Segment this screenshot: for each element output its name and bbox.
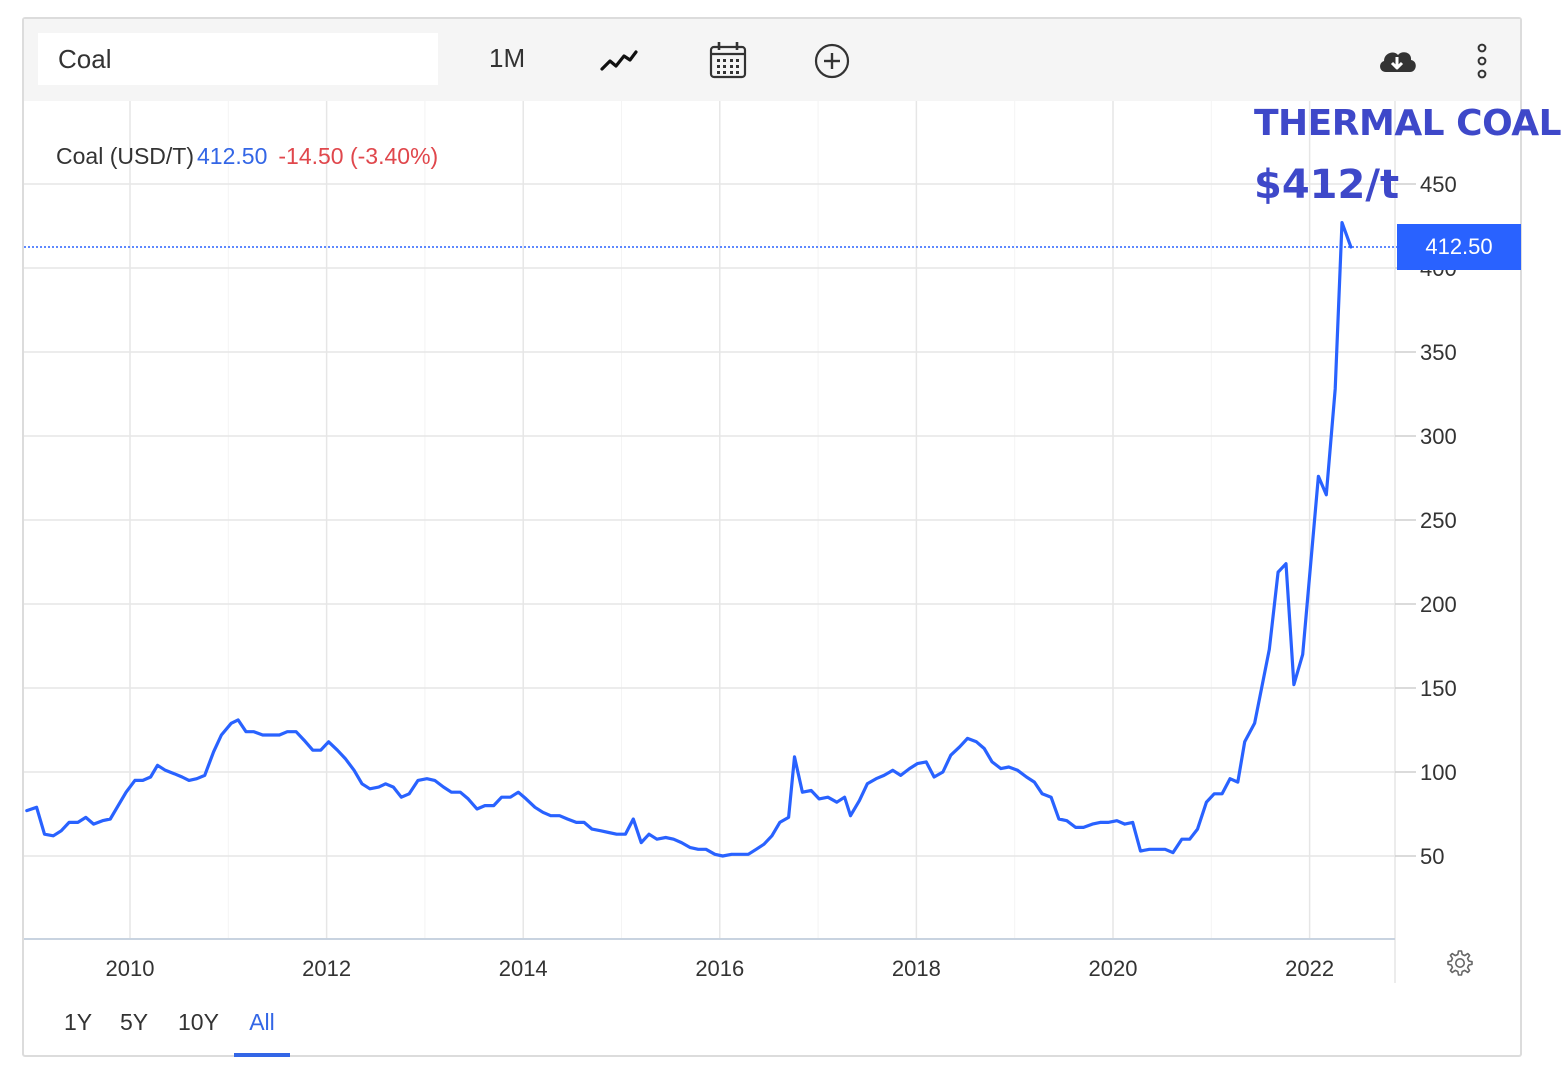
- more-vertical-icon[interactable]: [1460, 39, 1504, 83]
- y-tick-label: 300: [1420, 424, 1457, 449]
- y-tick-label: 50: [1420, 844, 1444, 869]
- y-tick-label: 100: [1420, 760, 1457, 785]
- y-tick-label: 350: [1420, 340, 1457, 365]
- range-1y-button[interactable]: 1Y: [64, 1009, 93, 1035]
- y-tick-label: 450: [1420, 172, 1457, 197]
- y-tick-label: 250: [1420, 508, 1457, 533]
- range-5y-button[interactable]: 5Y: [120, 1009, 149, 1035]
- legend-change: -14.50 (-3.40%): [278, 143, 439, 169]
- annotation-title: THERMAL COAL: [1254, 103, 1562, 144]
- x-tick-label: 2016: [695, 956, 744, 981]
- chart-legend: Coal (USD/T) 412.50 -14.50 (-3.40%): [56, 143, 438, 170]
- last-price-tag: 412.50: [1397, 224, 1521, 270]
- chart-plot: 2010 2012 2014 2016 2018 2020 2022 50 100 150 200…: [24, 101, 1457, 983]
- y-axis-ticks: 50100150200250300350400450: [1420, 172, 1457, 869]
- y-tick-label: 150: [1420, 676, 1457, 701]
- toolbar: Coal 1M: [24, 19, 1520, 101]
- x-tick-label: 2014: [499, 956, 548, 981]
- x-tick-label: 2022: [1285, 956, 1334, 981]
- horizontal-grid: [24, 183, 1416, 857]
- symbol-search-input[interactable]: Coal: [38, 33, 438, 85]
- y-tick-label: 200: [1420, 592, 1457, 617]
- range-10y-button[interactable]: 10Y: [178, 1009, 219, 1035]
- legend-series-name: Coal (USD/T): [56, 143, 195, 169]
- legend-price: 412.50: [197, 143, 268, 169]
- x-tick-label: 2012: [302, 956, 351, 981]
- x-axis-ticks: 2010 2012 2014 2016 2018 2020 2022: [106, 956, 1335, 981]
- interval-button[interactable]: 1M: [489, 43, 526, 73]
- cloud-download-icon[interactable]: [1375, 39, 1419, 83]
- annotation-price: $412/t: [1254, 162, 1400, 208]
- vertical-grid: [129, 101, 1396, 983]
- x-tick-label: 2010: [106, 956, 155, 981]
- x-tick-label: 2018: [892, 956, 941, 981]
- add-circle-icon[interactable]: [810, 39, 854, 83]
- range-all-button[interactable]: All: [234, 1007, 290, 1057]
- x-tick-label: 2020: [1089, 956, 1138, 981]
- line-chart-icon[interactable]: [596, 39, 640, 83]
- gear-icon[interactable]: [1444, 947, 1476, 979]
- series-line-coal[interactable]: [25, 221, 1353, 858]
- chart-widget: 2010 2012 2014 2016 2018 2020 2022 50 100 150 200…: [22, 17, 1562, 1057]
- calendar-icon[interactable]: [706, 39, 750, 83]
